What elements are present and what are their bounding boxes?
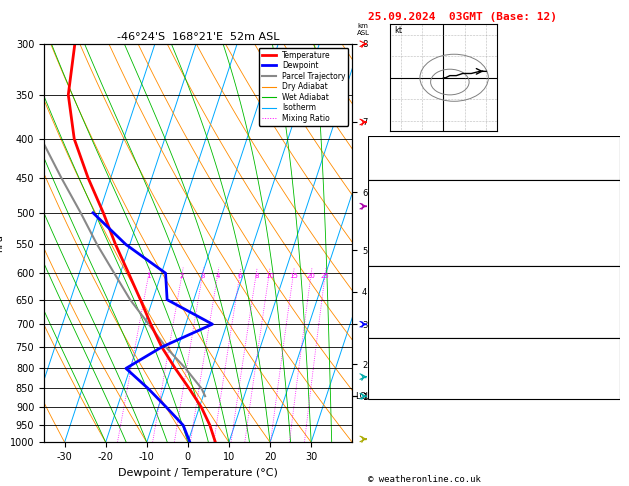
Text: LCL: LCL (355, 392, 370, 400)
Text: Pressure (mb): Pressure (mb) (378, 280, 448, 289)
Text: Hodograph: Hodograph (467, 339, 520, 349)
Text: 290: 290 (593, 219, 610, 228)
Text: 0: 0 (604, 316, 610, 325)
Text: © weatheronline.co.uk: © weatheronline.co.uk (368, 474, 481, 484)
Text: 14: 14 (599, 304, 610, 312)
Text: 2: 2 (180, 273, 184, 279)
Text: θε (K): θε (K) (378, 292, 410, 301)
Text: 25: 25 (321, 273, 330, 279)
Text: CAPE (J): CAPE (J) (378, 243, 421, 252)
Text: CAPE (J): CAPE (J) (378, 316, 421, 325)
Text: 28: 28 (599, 389, 610, 398)
Text: 0: 0 (604, 256, 610, 264)
Text: 4: 4 (216, 273, 220, 279)
Text: 10: 10 (265, 273, 274, 279)
Text: 1.21: 1.21 (588, 169, 610, 177)
Text: 15: 15 (289, 273, 298, 279)
Text: CIN (J): CIN (J) (378, 328, 416, 337)
Text: km
ASL: km ASL (357, 23, 370, 36)
Text: 20: 20 (307, 273, 316, 279)
Text: StmSpd (kt): StmSpd (kt) (378, 389, 437, 398)
Text: -4: -4 (599, 139, 610, 148)
Text: kt: kt (394, 26, 403, 35)
Text: PW (cm): PW (cm) (378, 169, 416, 177)
Text: 6.7: 6.7 (593, 194, 610, 203)
Text: 284°: 284° (588, 377, 610, 385)
Bar (368, 266, 620, 338)
Y-axis label: hPa: hPa (0, 234, 4, 252)
Text: -21: -21 (593, 364, 610, 373)
Text: CIN (J): CIN (J) (378, 256, 416, 264)
Text: Temp (°C): Temp (°C) (378, 194, 426, 203)
Text: 0: 0 (604, 243, 610, 252)
Text: 33: 33 (599, 154, 610, 163)
Text: Dewp (°C): Dewp (°C) (378, 207, 426, 216)
Bar (368, 136, 620, 180)
Bar (368, 180, 620, 266)
Text: 3: 3 (201, 273, 205, 279)
Text: 6: 6 (238, 273, 242, 279)
Text: Surface: Surface (473, 182, 515, 191)
Text: 8: 8 (254, 273, 259, 279)
Text: 0: 0 (604, 328, 610, 337)
Legend: Temperature, Dewpoint, Parcel Trajectory, Dry Adiabat, Wet Adiabat, Isotherm, Mi: Temperature, Dewpoint, Parcel Trajectory… (259, 48, 348, 126)
X-axis label: Dewpoint / Temperature (°C): Dewpoint / Temperature (°C) (118, 468, 278, 478)
Bar (368, 338, 620, 399)
Text: 25.09.2024  03GMT (Base: 12): 25.09.2024 03GMT (Base: 12) (368, 12, 557, 22)
Text: θε(K): θε(K) (378, 219, 405, 228)
Text: K: K (378, 139, 384, 148)
Y-axis label: km
ASL: km ASL (370, 235, 389, 251)
Text: Totals Totals: Totals Totals (378, 154, 448, 163)
Text: 750: 750 (593, 280, 610, 289)
Text: Lifted Index: Lifted Index (378, 304, 443, 312)
Text: -143: -143 (588, 352, 610, 361)
Text: EH: EH (378, 352, 389, 361)
Text: 0.5: 0.5 (593, 207, 610, 216)
Title: -46°24'S  168°21'E  52m ASL: -46°24'S 168°21'E 52m ASL (117, 32, 279, 42)
Text: Most Unstable: Most Unstable (455, 267, 532, 277)
Text: 15: 15 (599, 231, 610, 240)
Text: SREH: SREH (378, 364, 399, 373)
Text: 1: 1 (147, 273, 151, 279)
Text: StmDir: StmDir (378, 377, 410, 385)
Text: Lifted Index: Lifted Index (378, 231, 443, 240)
Text: 292: 292 (593, 292, 610, 301)
